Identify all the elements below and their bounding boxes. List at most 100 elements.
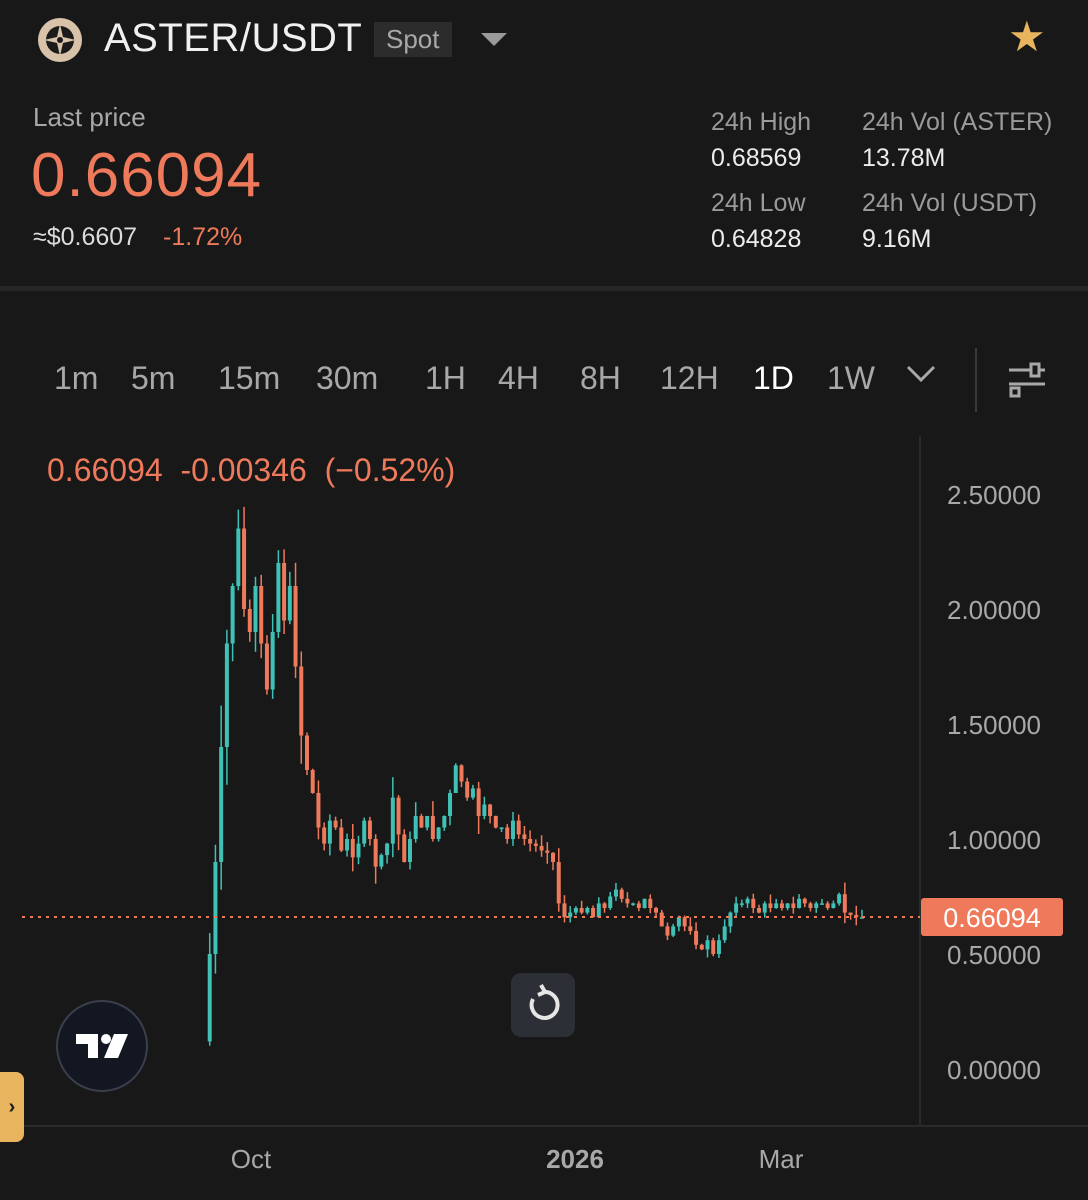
- candle-body: [762, 903, 767, 913]
- usd-price: ≈$0.6607: [33, 223, 138, 251]
- candle-body: [562, 903, 567, 918]
- timeframe-1h[interactable]: 1H: [425, 360, 466, 396]
- y-tick-label: 0.50000: [947, 940, 1041, 970]
- candle-body: [739, 903, 744, 905]
- candle-body: [276, 563, 281, 632]
- candle-body: [602, 903, 607, 908]
- chevron-down-icon[interactable]: [906, 364, 936, 389]
- timeframe-30m[interactable]: 30m: [316, 360, 379, 396]
- high-value: 0.68569: [711, 144, 802, 172]
- chart-area[interactable]: 2.50000 2.00000 1.50000 1.00000 0.50000 0.000…: [0, 436, 1088, 1200]
- candle-body: [779, 903, 784, 908]
- candle-body: [213, 862, 218, 954]
- last-price-label: Last price: [33, 102, 146, 132]
- y-tick-label: 1.50000: [947, 710, 1041, 740]
- star-icon[interactable]: ★: [1008, 13, 1046, 60]
- aster-logo-icon: [38, 18, 82, 62]
- candle-body: [613, 889, 618, 897]
- high-label: 24h High: [711, 108, 812, 136]
- reset-chart-icon[interactable]: [511, 973, 575, 1037]
- candle-body: [224, 643, 229, 747]
- timeframe-1m[interactable]: 1m: [54, 360, 99, 396]
- candle-body: [505, 827, 510, 839]
- chevron-right-icon[interactable]: ›: [0, 1072, 24, 1142]
- y-tick-label: 2.00000: [947, 595, 1041, 625]
- timeframe-15m[interactable]: 15m: [218, 360, 281, 396]
- candle-body: [682, 917, 687, 927]
- candle-body: [219, 747, 224, 862]
- candle-body: [476, 788, 481, 816]
- candle-body: [304, 735, 309, 770]
- candle-body: [465, 781, 470, 798]
- candle-body: [745, 898, 750, 904]
- candle-body: [322, 827, 327, 844]
- price-chart[interactable]: 2.50000 2.00000 1.50000 1.00000 0.50000 0.000…: [0, 436, 1088, 1200]
- toolbar-separator: [975, 348, 977, 412]
- candle-body: [699, 944, 704, 950]
- candle-body: [751, 898, 756, 908]
- candle-body: [510, 820, 515, 839]
- candle-body: [722, 926, 727, 941]
- timeframe-1d[interactable]: 1D: [753, 360, 794, 396]
- last-price-tag: [921, 897, 1063, 936]
- pair-selector-chevron-down-icon[interactable]: [481, 33, 507, 46]
- candle-body: [625, 898, 630, 904]
- candle-body: [774, 903, 779, 908]
- timeframe-8h[interactable]: 8H: [580, 360, 621, 396]
- candle-body: [407, 839, 412, 862]
- candle-body: [373, 839, 378, 867]
- candle-body: [533, 843, 538, 846]
- candle-body: [453, 765, 458, 793]
- candle-body: [287, 586, 292, 621]
- candle-body: [310, 770, 315, 793]
- timeframe-bar: 1m 5m 15m 30m 1H 4H 8H 12H 1D 1W: [0, 340, 1088, 420]
- candle-body: [207, 954, 212, 1042]
- candle-body: [282, 563, 287, 621]
- tradingview-logo-icon[interactable]: [56, 1000, 148, 1092]
- candle-body: [648, 898, 653, 908]
- pair-title[interactable]: ASTER/USDT: [104, 16, 363, 60]
- candle-body: [848, 912, 853, 915]
- candle-body: [705, 940, 710, 950]
- change-percent: -1.72%: [163, 223, 243, 251]
- candle-body: [665, 926, 670, 936]
- candle-body: [442, 816, 447, 828]
- candle-body: [402, 834, 407, 862]
- candle-body: [791, 903, 796, 908]
- ticker-panel: Last price 0.66094 ≈$0.6607 -1.72% 24h H…: [0, 90, 1088, 280]
- candle-body: [242, 528, 247, 609]
- candle-body: [579, 908, 584, 913]
- ohlc-change-pct: (−0.52%): [324, 452, 456, 488]
- chart-settings-icon[interactable]: [1007, 362, 1047, 405]
- candle-body: [757, 908, 762, 913]
- candle-body: [631, 903, 636, 905]
- candle-body: [734, 903, 739, 913]
- candle-body: [551, 852, 556, 862]
- timeframe-4h[interactable]: 4H: [498, 360, 539, 396]
- candle-body: [825, 903, 830, 908]
- candle-body: [636, 903, 641, 908]
- candle-body: [379, 855, 384, 867]
- y-tick-label: 0.00000: [947, 1055, 1041, 1085]
- candle-body: [247, 609, 252, 632]
- timeframe-12h[interactable]: 12H: [660, 360, 719, 396]
- candle-body: [316, 793, 321, 828]
- candle-body: [814, 903, 819, 908]
- candle-body: [362, 820, 367, 844]
- y-tick-label: 1.00000: [947, 825, 1041, 855]
- candle-body: [448, 793, 453, 816]
- candle-body: [293, 586, 298, 667]
- candle-body: [350, 839, 355, 858]
- candle-body: [339, 827, 344, 851]
- candle-body: [716, 940, 721, 954]
- candle-body: [608, 896, 613, 908]
- x-tick-label: Oct: [231, 1144, 272, 1174]
- candle-body: [356, 843, 361, 858]
- candle-body: [568, 912, 573, 918]
- last-price-value: 0.66094: [31, 141, 263, 210]
- candle-body: [585, 908, 590, 913]
- candle-body: [831, 903, 836, 908]
- timeframe-1w[interactable]: 1W: [827, 360, 875, 396]
- candle-body: [333, 820, 338, 828]
- timeframe-5m[interactable]: 5m: [131, 360, 176, 396]
